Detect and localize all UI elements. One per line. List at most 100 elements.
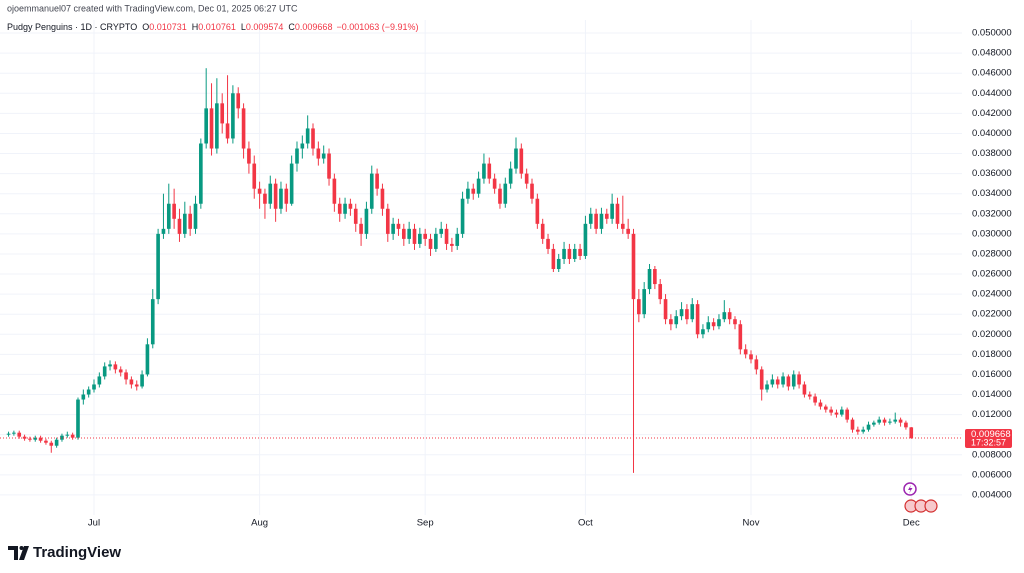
candle-body <box>514 148 518 169</box>
ohlc-value: 0.010761 <box>198 22 236 32</box>
candle-body <box>450 243 454 246</box>
candle-body <box>305 128 310 144</box>
candle-body <box>38 437 43 441</box>
candle-body <box>385 208 390 234</box>
grid <box>0 20 962 515</box>
candle-body <box>775 379 780 385</box>
candle-body <box>49 442 54 446</box>
candle-body <box>33 437 38 440</box>
brand-logo <box>8 546 29 560</box>
y-tick-label: 0.018000 <box>972 349 1012 360</box>
y-tick-label: 0.046000 <box>972 68 1012 79</box>
candle-body <box>562 248 566 259</box>
candle-body <box>604 213 609 219</box>
candle-body <box>690 304 695 320</box>
event-icons <box>903 482 938 513</box>
candle-body <box>140 374 144 387</box>
candle-body <box>770 379 775 385</box>
candle-body <box>348 203 353 209</box>
candle-body <box>727 312 732 320</box>
candle-body <box>337 203 342 214</box>
x-tick-label: Nov <box>743 518 760 529</box>
candle-body <box>567 248 572 259</box>
candle-body <box>807 394 812 397</box>
logo-mark <box>19 546 29 560</box>
candle-body <box>252 163 257 189</box>
y-tick-label: 0.020000 <box>972 329 1012 340</box>
candle-body <box>706 322 711 330</box>
candle-body <box>423 233 427 239</box>
ohlc-value: 0.010731 <box>149 22 187 32</box>
y-tick-label: 0.012000 <box>972 409 1012 420</box>
candle-body <box>391 223 395 234</box>
y-tick-label: 0.040000 <box>972 128 1012 139</box>
candle-body <box>444 228 449 244</box>
ohlc-label: O <box>142 22 149 32</box>
candle-body <box>685 309 689 320</box>
candle-body <box>791 374 796 387</box>
credit: ojoemmanuel07 created with TradingView.c… <box>7 3 298 13</box>
candle-body <box>28 438 32 440</box>
candle-body <box>209 108 214 149</box>
candle-body <box>81 394 86 400</box>
x-tick-label: Dec <box>903 518 920 529</box>
candle-body <box>823 406 828 410</box>
candle-body <box>257 188 262 194</box>
candle-body <box>225 123 230 139</box>
candle-body <box>76 399 80 438</box>
candle-body <box>642 289 646 315</box>
candle-body <box>498 188 502 204</box>
candle-body <box>231 93 235 139</box>
candle-body <box>530 183 534 199</box>
candle-body <box>401 228 406 239</box>
candle-body <box>145 344 150 375</box>
candle-body <box>754 359 759 370</box>
candle-body <box>647 269 652 290</box>
candle-body <box>434 233 438 249</box>
candle-body <box>631 233 636 300</box>
candle-body <box>118 369 123 373</box>
candle-body <box>829 409 833 413</box>
candle-body <box>482 163 486 179</box>
candle-body <box>321 153 326 159</box>
candle-body <box>460 198 465 234</box>
y-tick-label: 0.004000 <box>972 489 1012 500</box>
candle-body <box>540 223 545 239</box>
candle-body <box>455 233 460 246</box>
candle-body <box>621 223 625 229</box>
candle-body <box>743 349 748 355</box>
candle-body <box>904 422 908 428</box>
event-icon <box>924 499 938 513</box>
y-tick-label: 0.036000 <box>972 168 1012 179</box>
candle-body <box>54 439 59 446</box>
candle-body <box>102 366 107 377</box>
candle-body <box>813 396 817 403</box>
candle-body <box>359 223 363 234</box>
candle-body <box>850 419 855 430</box>
candle-body <box>300 143 305 149</box>
candle-body <box>834 412 839 415</box>
ohlc-label: C <box>288 22 295 32</box>
candle-body <box>204 108 208 144</box>
candle-body <box>856 429 860 432</box>
candle-body <box>375 173 379 189</box>
event-icon-glyph <box>908 485 913 494</box>
ohlc-label: L <box>241 22 246 32</box>
candle-body <box>380 188 385 209</box>
candle-body <box>134 384 139 387</box>
candle-body <box>818 402 823 407</box>
candle-body <box>279 188 283 209</box>
legend-line: Pudgy Penguins · 1D · CRYPTO O0.010731 H0.… <box>7 22 419 32</box>
ohlc-label: H <box>192 22 199 32</box>
candle-body <box>289 163 294 204</box>
candle-body <box>172 203 176 219</box>
candle-body <box>738 324 743 350</box>
candle-body <box>872 422 876 425</box>
x-tick-label: Oct <box>578 518 593 529</box>
candle-body <box>161 228 166 234</box>
candle-body <box>701 329 705 335</box>
candle-body <box>316 148 321 159</box>
y-tick-label: 0.032000 <box>972 208 1012 219</box>
candle-body <box>199 143 203 204</box>
candle-body <box>861 429 865 432</box>
